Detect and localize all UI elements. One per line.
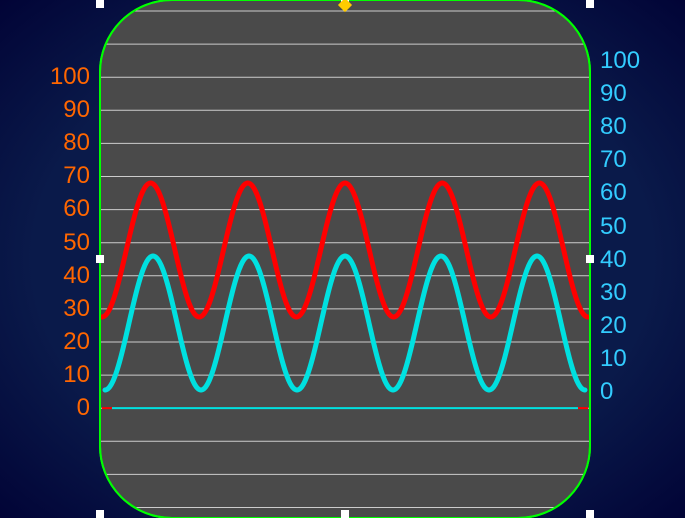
- axis-left-label: 0: [0, 396, 90, 420]
- chart-canvas: 1009080706050403020100 10090807060504030…: [0, 0, 685, 518]
- axis-right-label: 80: [600, 115, 627, 139]
- axis-right-label: 90: [600, 82, 627, 106]
- axis-left-label: 90: [0, 98, 90, 122]
- axis-right-label: 70: [600, 148, 627, 172]
- axis-right-label: 40: [600, 248, 627, 272]
- axis-left-label: 100: [0, 65, 90, 89]
- axis-right-label: 10: [600, 347, 627, 371]
- axis-left-label: 60: [0, 197, 90, 221]
- axis-right-label: 60: [600, 181, 627, 205]
- axis-right-label: 20: [600, 314, 627, 338]
- axis-left-label: 20: [0, 330, 90, 354]
- axis-right-label: 100: [600, 49, 640, 73]
- axis-left-label: 70: [0, 164, 90, 188]
- chart-svg: [0, 0, 685, 518]
- axis-right-label: 30: [600, 281, 627, 305]
- axis-right-label: 0: [600, 380, 613, 404]
- axis-left-label: 40: [0, 264, 90, 288]
- axis-left-label: 10: [0, 363, 90, 387]
- axis-left-label: 50: [0, 231, 90, 255]
- axis-left-label: 30: [0, 297, 90, 321]
- axis-left-label: 80: [0, 131, 90, 155]
- axis-right-label: 50: [600, 215, 627, 239]
